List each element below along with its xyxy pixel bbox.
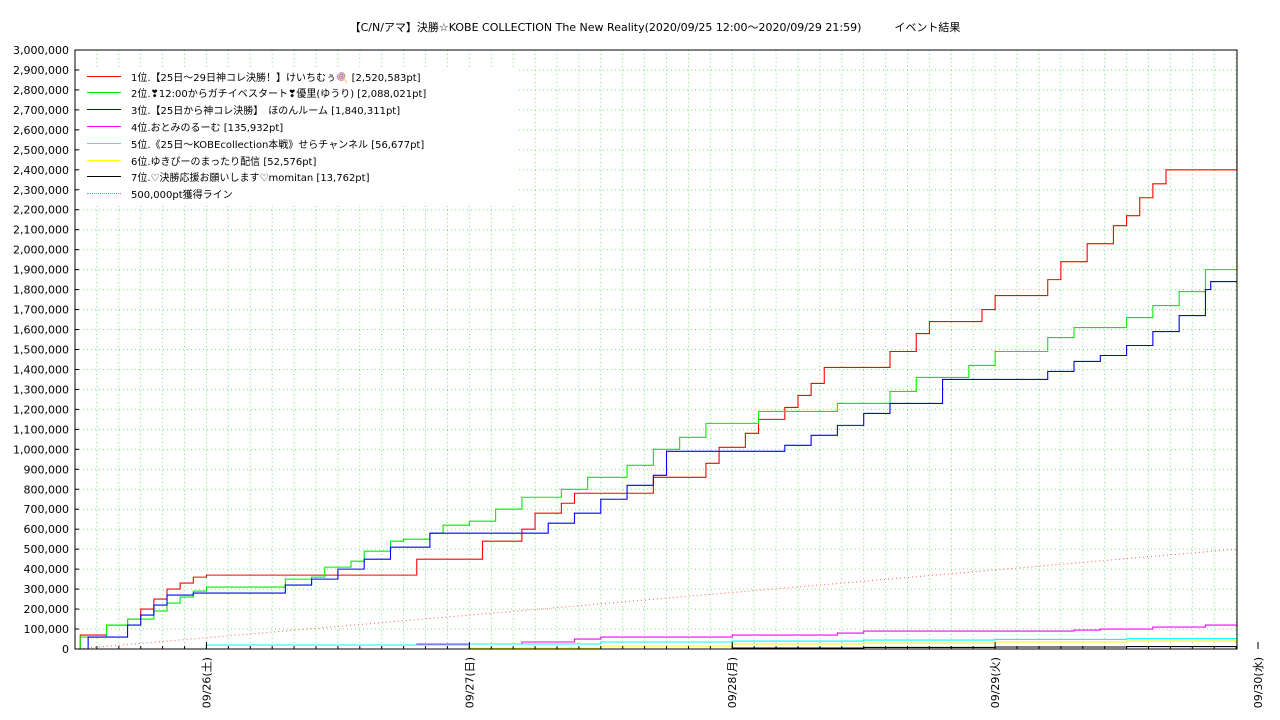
y-tick-label: 2,300,000: [13, 184, 69, 197]
y-tick-label: 2,100,000: [13, 224, 69, 237]
y-tick-label: 3,000,000: [13, 44, 69, 57]
y-tick-label: 1,200,000: [13, 403, 69, 416]
legend-swatch: [87, 125, 121, 127]
series-layer: [74, 145, 1238, 650]
legend-label: 4位.おとみのるーむ [135,932pt]: [131, 122, 284, 134]
x-tick-label: 09/27(日): [463, 657, 476, 708]
chart-title: 【C/N/アマ】決勝☆KOBE COLLECTION The New Reali…: [349, 21, 961, 34]
y-tick-label: 2,000,000: [13, 244, 69, 257]
legend-item: 5位.《25日〜KOBEcollection本戦》せらチャンネル [56,677…: [80, 135, 424, 151]
y-tick-label: 500,000: [24, 543, 70, 556]
y-tick-label: 1,800,000: [13, 284, 69, 297]
y-tick-label: 1,400,000: [13, 363, 69, 376]
series-line-1: [75, 145, 1238, 650]
y-tick-label: 100,000: [24, 623, 70, 636]
x-tick-label: 09/26(土): [200, 657, 213, 708]
y-tick-label: 2,900,000: [13, 64, 69, 77]
y-tick-label: 700,000: [24, 503, 70, 516]
x-tick-label: 09/30(水): [1252, 657, 1265, 708]
legend: 1位.【25日〜29日神コレ決勝！】けいちむぅ🍭 [2,520,583pt] 2位…: [80, 68, 518, 206]
series-line-3: [75, 281, 1237, 650]
legend-item: 7位.♡決勝応援お願いします♡momitan [13,762pt]: [80, 169, 369, 185]
y-tick-label: 1,700,000: [13, 304, 69, 317]
series-line-2: [75, 232, 1238, 650]
axis-layer: 0 100,000 200,000 300,000 400,000 500,000 600,…: [13, 44, 1265, 708]
y-tick-label: 300,000: [24, 583, 70, 596]
legend-swatch: [87, 109, 121, 111]
axes-frame: [74, 49, 1238, 650]
series-line-8: [74, 548, 1238, 650]
y-tick-label: 200,000: [24, 603, 70, 616]
y-tick-label: 2,200,000: [13, 204, 69, 217]
y-tick-label: 1,500,000: [13, 344, 69, 357]
y-tick-label: 900,000: [24, 463, 70, 476]
legend-item: 6位.ゆきぴーのまったり配信 [52,576pt]: [80, 152, 316, 168]
y-tick-label: 1,900,000: [13, 264, 69, 277]
legend-swatch: [87, 75, 121, 77]
legend-swatch: [87, 142, 121, 144]
y-tick-label: 0: [62, 643, 69, 656]
legend-item: 4位.おとみのるーむ [135,932pt]: [80, 118, 283, 134]
legend-item: 3位.【25日から神コレ決勝】 ほのんルーム [1,840,311pt]: [80, 102, 400, 118]
legend-label: 3位.【25日から神コレ決勝】 ほのんルーム [1,840,311pt]: [131, 106, 401, 118]
y-tick-label: 1,300,000: [13, 383, 69, 396]
legend-label: 1位.【25日〜29日神コレ決勝！】けいちむぅ🍭 [2,520,583pt]: [131, 72, 421, 84]
legend-swatch: [87, 193, 121, 195]
y-tick-label: 1,600,000: [13, 324, 69, 337]
legend-label: 5位.《25日〜KOBEcollection本戦》せらチャンネル [56,677…: [131, 139, 425, 151]
y-tick-label: 2,600,000: [13, 124, 69, 137]
y-tick-label: 400,000: [24, 563, 70, 576]
legend-label: 7位.♡決勝応援お願いします♡momitan [13,762pt]: [131, 173, 370, 185]
legend-item: 1位.【25日〜29日神コレ決勝！】けいちむぅ🍭 [2,520,583pt]: [80, 68, 421, 84]
legend-label: 500,000pt獲得ライン: [131, 190, 233, 202]
y-tick-label: 600,000: [24, 523, 70, 536]
y-tick-label: 1,000,000: [13, 443, 69, 456]
y-tick-label: 1,100,000: [13, 423, 69, 436]
x-tick-label: 09/29(火): [989, 657, 1002, 708]
legend-label: 6位.ゆきぴーのまったり配信 [52,576pt]: [131, 156, 317, 168]
y-tick-label: 800,000: [24, 483, 70, 496]
y-tick-label: 2,700,000: [13, 104, 69, 117]
legend-swatch: [87, 92, 121, 94]
y-tick-label: 2,400,000: [13, 164, 69, 177]
x-tick-label: 09/28(月): [726, 657, 739, 708]
legend-swatch: [87, 159, 121, 161]
legend-item: 2位.❣12:00からガチイベスタート❣優里(ゆうり) [2,088,021pt…: [80, 85, 426, 101]
y-tick-label: 2,800,000: [13, 84, 69, 97]
y-tick-label: 2,500,000: [13, 144, 69, 157]
legend-swatch: [87, 176, 121, 178]
legend-item: 500,000pt獲得ライン: [80, 186, 233, 202]
series-line-5: [75, 637, 1238, 650]
legend-label: 2位.❣12:00からガチイベスタート❣優里(ゆうり) [2,088,021pt…: [131, 89, 427, 101]
